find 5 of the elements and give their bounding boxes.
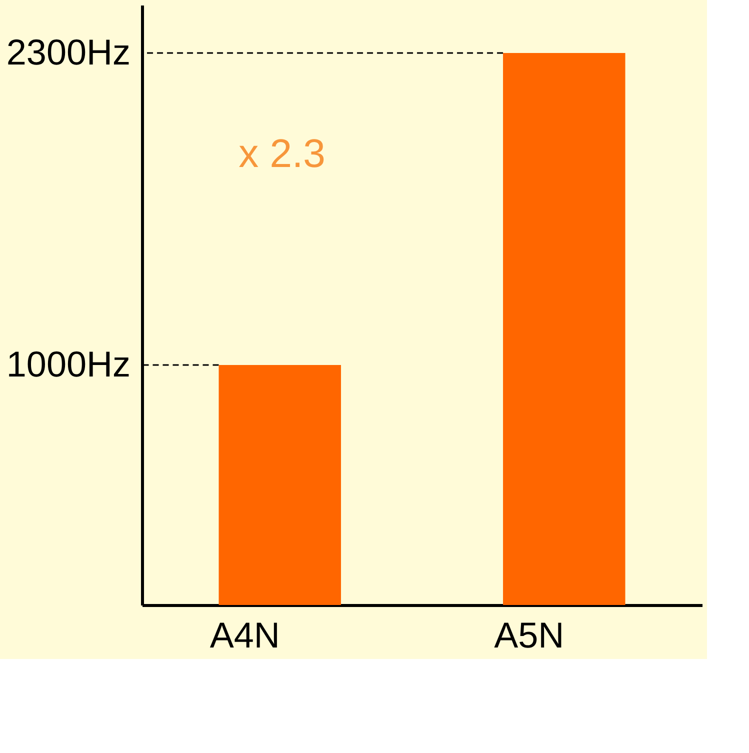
annotation: x 2.3 (238, 132, 326, 176)
y-tick-label: 1000Hz (6, 344, 130, 384)
y-tick-label: 2300Hz (6, 32, 130, 72)
x-tick-label: A4N (210, 614, 280, 656)
x-tick-label: A5N (494, 614, 564, 656)
